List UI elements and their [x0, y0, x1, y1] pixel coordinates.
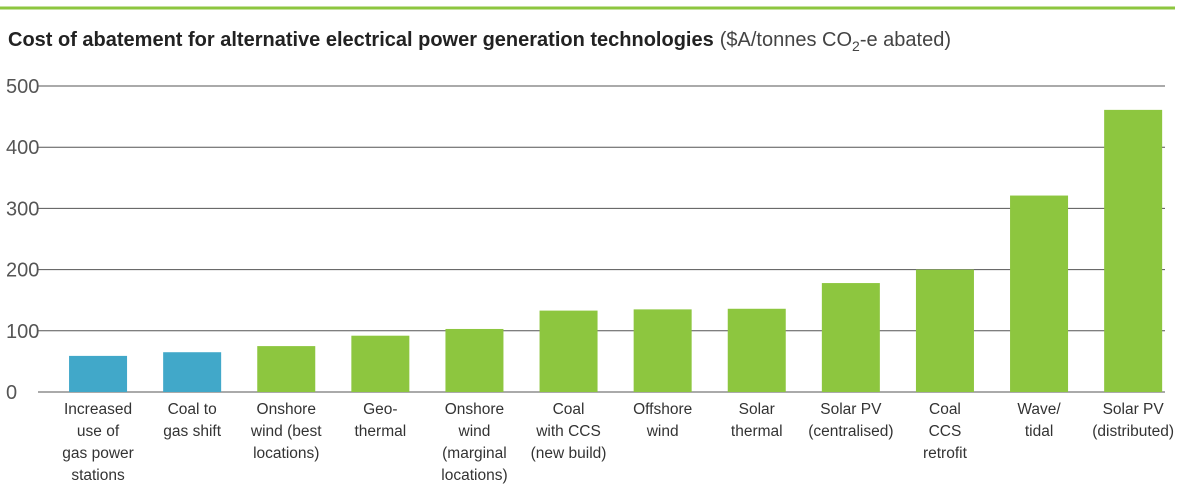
x-tick-label: thermal [731, 423, 783, 440]
x-tick-label: (centralised) [808, 423, 893, 440]
x-tick-label: use of [77, 423, 120, 440]
x-tick-label: Offshore [633, 401, 692, 418]
bar [633, 309, 692, 392]
bar [727, 308, 786, 392]
x-tick-label: Solar PV [1103, 401, 1165, 418]
x-tick-label: gas power [62, 445, 134, 462]
bar [351, 335, 410, 392]
x-tick-label: with CCS [535, 423, 601, 440]
x-tick-label: Coal to [168, 401, 217, 418]
x-tick-label: (marginal [442, 445, 507, 462]
x-tick-label: Coal [553, 401, 585, 418]
x-tick-label: Solar PV [820, 401, 882, 418]
chart-title: Cost of abatement for alternative electr… [8, 29, 714, 51]
y-tick-label: 300 [6, 198, 39, 220]
bar [1010, 195, 1069, 392]
bar [69, 355, 128, 392]
x-tick-label: Coal [929, 401, 961, 418]
bar [445, 328, 504, 392]
x-tick-label: (new build) [531, 445, 607, 462]
unit-sub: 2 [852, 38, 860, 54]
x-tick-label: wind (best [250, 423, 322, 440]
x-tick-label: Geo- [363, 401, 397, 418]
x-tick-label: wind [646, 423, 679, 440]
x-tick-label: Solar [739, 401, 775, 418]
x-tick-label: Onshore [445, 401, 504, 418]
x-tick-label: Wave/ [1017, 401, 1061, 418]
x-tick-label: locations) [441, 467, 507, 484]
x-tick-label: stations [71, 467, 125, 484]
x-tick-label: (distributed) [1092, 423, 1174, 440]
chart-title-group: Cost of abatement for alternative electr… [8, 29, 951, 54]
bar [257, 346, 316, 392]
x-tick-label: thermal [355, 423, 407, 440]
x-tick-label: CCS [929, 423, 962, 440]
bar [915, 269, 974, 392]
x-tick-label: wind [458, 423, 491, 440]
x-tick-label: retrofit [923, 445, 968, 462]
bar [1104, 109, 1163, 393]
bar [539, 310, 598, 392]
unit: -e abated) [860, 29, 951, 51]
x-tick-label: Increased [64, 401, 132, 418]
x-tick-label: locations) [253, 445, 319, 462]
y-tick-label: 400 [6, 137, 39, 159]
y-tick-label: 500 [6, 76, 39, 98]
bar [163, 352, 222, 392]
x-tick-label: tidal [1025, 423, 1053, 440]
y-tick-label: 0 [6, 382, 17, 404]
y-tick-label: 100 [6, 321, 39, 343]
x-tick-label: Onshore [257, 401, 316, 418]
y-tick-label: 200 [6, 260, 39, 282]
x-tick-label: gas shift [163, 423, 221, 440]
unit: ($A/tonnes CO [720, 29, 852, 51]
bar [821, 283, 880, 392]
